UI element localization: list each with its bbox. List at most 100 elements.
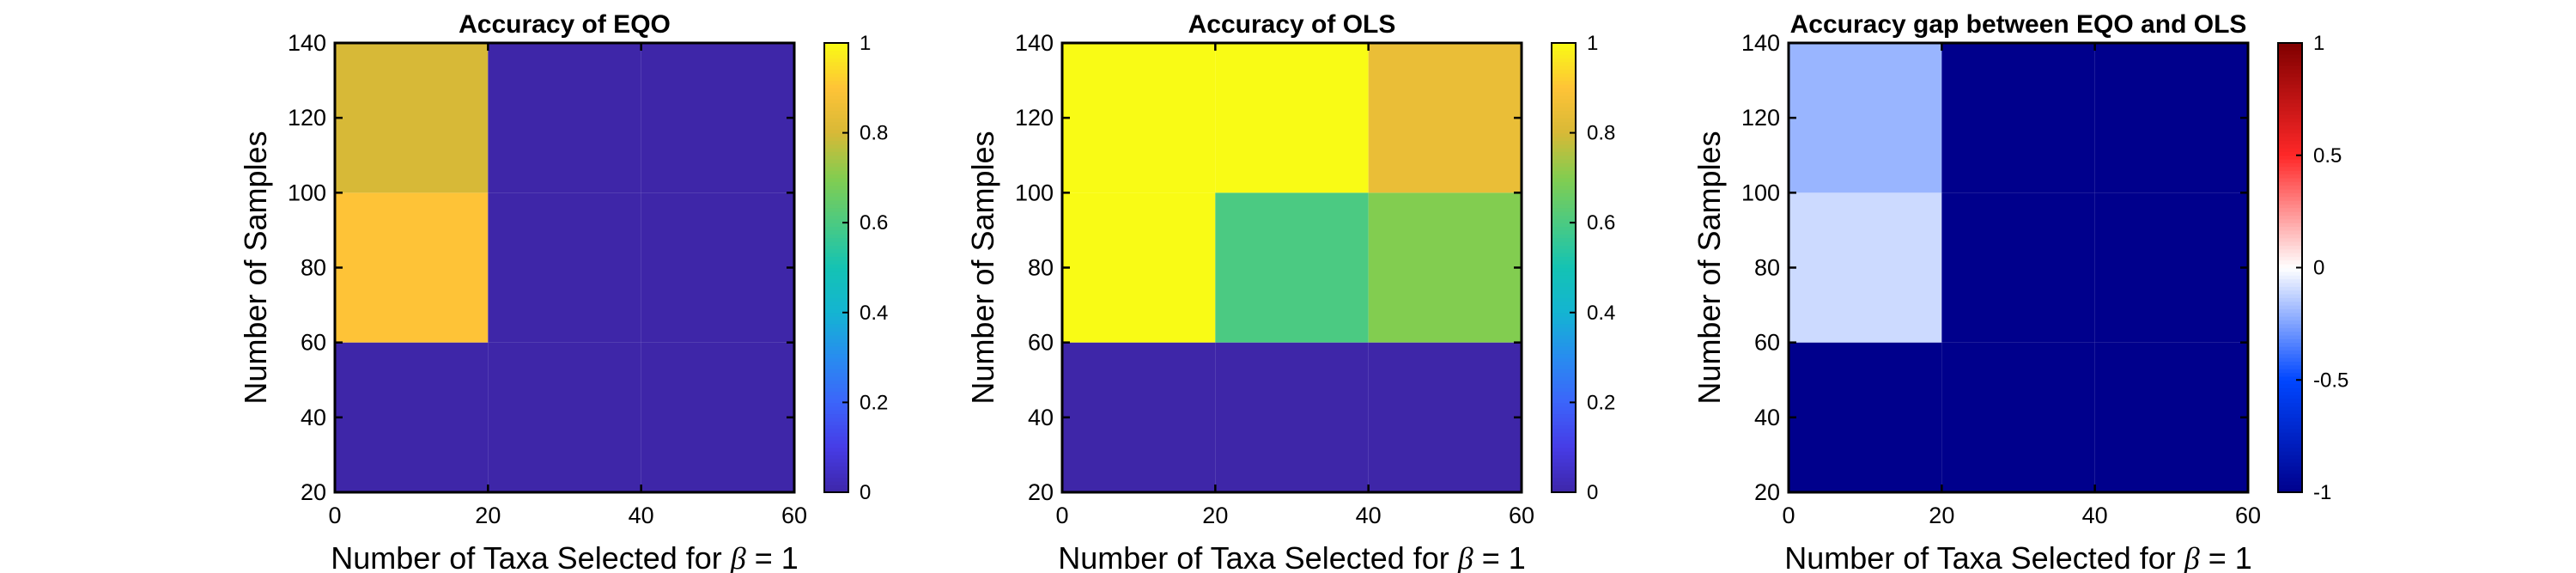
colorbar-swatch — [1552, 350, 1576, 355]
colorbar-swatch — [2278, 76, 2302, 82]
colorbar-swatch — [1552, 286, 1576, 291]
colorbar-swatch — [1552, 394, 1576, 399]
colorbar-swatch — [1552, 69, 1576, 74]
y-axis-label: Number of Samples — [238, 131, 273, 404]
colorbar-tick-label: 1 — [860, 32, 871, 55]
colorbar-swatch — [1552, 65, 1576, 70]
heatmap-cell — [1941, 342, 2095, 492]
colorbar-swatch — [1552, 466, 1576, 471]
colorbar: 0 0.2 0.4 0.6 0.8 1 — [823, 32, 888, 504]
colorbar-swatch — [824, 436, 848, 441]
colorbar-swatch — [2278, 334, 2302, 339]
colorbar-swatch — [2278, 259, 2302, 265]
colorbar-swatch — [2278, 192, 2302, 198]
y-tick-label: 140 — [1741, 30, 1780, 56]
colorbar-swatch — [2278, 196, 2302, 201]
colorbar-swatch — [1552, 185, 1576, 190]
colorbar-swatch — [1552, 76, 1576, 82]
heatmap-cell — [335, 342, 489, 492]
colorbar-swatch — [1552, 320, 1576, 325]
colorbar-swatch — [824, 218, 848, 223]
colorbar-swatch — [1552, 380, 1576, 385]
colorbar-swatch — [2278, 383, 2302, 388]
heatmap-cell — [335, 43, 489, 193]
colorbar-swatch — [2278, 447, 2302, 452]
colorbar-swatch — [824, 107, 848, 112]
chart-title: Accuracy gap between EQO and OLS — [1790, 10, 2247, 39]
heatmap-cell — [1368, 342, 1522, 492]
colorbar-swatch — [824, 132, 848, 137]
x-axis-label: Number of Taxa Selected for β = 1 — [1784, 540, 2252, 573]
y-tick-label: 80 — [1754, 255, 1780, 281]
colorbar-swatch — [824, 170, 848, 175]
colorbar-swatch — [2278, 312, 2302, 317]
colorbar-swatch — [824, 286, 848, 291]
colorbar-swatch — [824, 253, 848, 258]
colorbar-tick-label: 1 — [1587, 32, 1598, 55]
colorbar-swatch — [824, 95, 848, 100]
colorbar-swatch — [824, 192, 848, 198]
colorbar-swatch — [2278, 357, 2302, 363]
colorbar-swatch — [824, 185, 848, 190]
colorbar-swatch — [2278, 151, 2302, 156]
colorbar-swatch — [824, 338, 848, 344]
x-tick-label: 0 — [1055, 503, 1068, 528]
colorbar-swatch — [824, 454, 848, 460]
colorbar-swatch — [1552, 136, 1576, 141]
colorbar-swatch — [2278, 271, 2302, 276]
colorbar-swatch — [824, 402, 848, 407]
colorbar-swatch — [2278, 290, 2302, 295]
colorbar-frame — [1551, 42, 1577, 493]
y-tick-label: 60 — [1028, 330, 1054, 356]
colorbar-swatch — [824, 148, 848, 152]
colorbar-swatch — [824, 357, 848, 363]
colorbar-swatch — [2278, 83, 2302, 88]
colorbar-swatch — [2278, 436, 2302, 441]
colorbar-swatch — [1552, 99, 1576, 104]
y-axis-label: Number of Samples — [965, 131, 1000, 404]
colorbar-swatch — [2278, 421, 2302, 426]
colorbar-swatch — [1552, 204, 1576, 209]
colorbar-tick-label: 0 — [2313, 257, 2324, 280]
colorbar-swatch — [2278, 278, 2302, 283]
colorbar-swatch — [824, 458, 848, 463]
colorbar-swatch — [2278, 155, 2302, 160]
colorbar-swatch — [2278, 294, 2302, 298]
colorbar-swatch — [2278, 177, 2302, 182]
colorbar-swatch — [2278, 229, 2302, 235]
heatmap-cell — [2094, 43, 2248, 193]
colorbar-swatch — [2278, 99, 2302, 104]
colorbar-swatch — [1552, 301, 1576, 306]
colorbar: 0 0.2 0.4 0.6 0.8 1 — [1551, 32, 1615, 504]
colorbar-swatch — [1552, 54, 1576, 59]
colorbar-swatch — [1552, 338, 1576, 344]
colorbar-swatch — [824, 380, 848, 385]
colorbar-swatch — [1552, 432, 1576, 437]
colorbar-swatch — [2278, 174, 2302, 179]
colorbar-swatch — [2278, 140, 2302, 145]
colorbar-swatch — [2278, 110, 2302, 115]
colorbar-swatch — [824, 364, 848, 369]
colorbar-swatch — [1552, 121, 1576, 126]
colorbar-swatch — [824, 61, 848, 66]
colorbar-swatch — [1552, 245, 1576, 250]
colorbar-swatch — [824, 405, 848, 411]
colorbar-swatch — [1552, 222, 1576, 228]
x-tick-label: 40 — [2082, 503, 2108, 528]
colorbar-swatch — [2278, 181, 2302, 186]
colorbar-swatch — [824, 312, 848, 317]
colorbar-swatch — [824, 417, 848, 422]
colorbar-swatch — [2278, 91, 2302, 96]
y-tick-label: 20 — [1754, 479, 1780, 505]
colorbar-swatch — [824, 234, 848, 239]
colorbar-swatch — [1552, 391, 1576, 396]
colorbar-swatch — [824, 181, 848, 186]
colorbar-swatch — [2278, 297, 2302, 302]
colorbar-swatch — [1552, 413, 1576, 418]
colorbar-swatch — [1552, 113, 1576, 119]
colorbar-swatch — [2278, 308, 2302, 314]
colorbar-swatch — [2278, 380, 2302, 385]
y-tick-label: 100 — [1015, 180, 1054, 205]
y-tick-label: 20 — [301, 479, 326, 505]
colorbar-swatch — [2278, 394, 2302, 399]
